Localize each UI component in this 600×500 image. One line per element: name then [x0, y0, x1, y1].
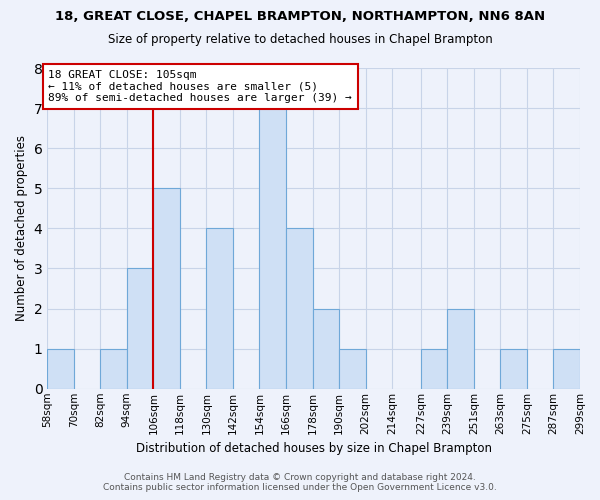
Bar [339, 348, 365, 389]
Text: 18 GREAT CLOSE: 105sqm
← 11% of detached houses are smaller (5)
89% of semi-deta: 18 GREAT CLOSE: 105sqm ← 11% of detached… [49, 70, 352, 103]
Bar [100, 348, 127, 389]
Bar [313, 308, 339, 389]
Bar [448, 308, 474, 389]
Bar [286, 228, 313, 389]
Bar [553, 348, 580, 389]
Bar [500, 348, 527, 389]
X-axis label: Distribution of detached houses by size in Chapel Brampton: Distribution of detached houses by size … [136, 442, 491, 455]
Bar [421, 348, 448, 389]
Text: 18, GREAT CLOSE, CHAPEL BRAMPTON, NORTHAMPTON, NN6 8AN: 18, GREAT CLOSE, CHAPEL BRAMPTON, NORTHA… [55, 10, 545, 23]
Bar [154, 188, 180, 389]
Bar [206, 228, 233, 389]
Y-axis label: Number of detached properties: Number of detached properties [15, 136, 28, 322]
Bar [47, 348, 74, 389]
Text: Size of property relative to detached houses in Chapel Brampton: Size of property relative to detached ho… [107, 32, 493, 46]
Bar [127, 268, 154, 389]
Bar [259, 108, 286, 389]
Text: Contains HM Land Registry data © Crown copyright and database right 2024.
Contai: Contains HM Land Registry data © Crown c… [103, 473, 497, 492]
